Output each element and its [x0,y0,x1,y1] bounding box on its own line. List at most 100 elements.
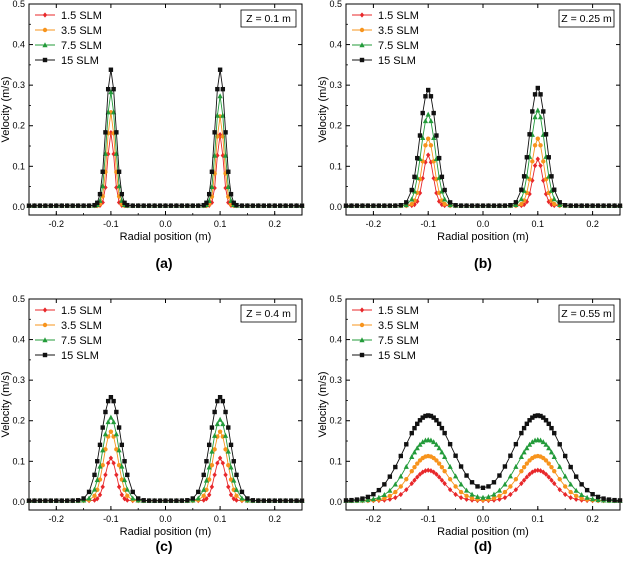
marker-15slm-4-3 [360,203,365,208]
marker-15slm-4-11 [404,200,409,205]
y-tick-label: 0.5 [329,294,342,304]
chart-panel-4: -0.2 -0.1 0.0 0.1 0.2 0.0 0.1 0.2 0.3 0.4 0.5 Radia… [317,294,623,554]
marker-1-38 [519,480,524,487]
marker-3-7 [381,491,387,497]
marker-3-42 [529,439,535,445]
marker-1-14 [97,492,103,498]
marker-15slm-4-14 [415,155,420,161]
marker-1-18 [108,455,114,461]
legend-label-2: 3.5 SLM [378,320,419,332]
legend-label-3: 7.5 SLM [378,335,419,347]
marker-15slm-4-32 [486,203,491,208]
marker-2-16 [103,447,108,452]
marker-3-37 [195,495,201,501]
marker-15slm-4-55 [579,482,584,487]
marker-15slm-4-20 [114,130,119,135]
marker-1-24 [125,497,130,503]
marker-15slm-4-55 [261,203,266,208]
marker-3-38 [518,196,524,202]
marker-3-13 [411,188,418,194]
marker-15slm-4-45 [538,92,543,97]
marker-1-37 [513,487,519,493]
marker-3-41 [209,448,215,454]
marker-1-46 [223,472,228,478]
marker-15slm-4-40 [524,421,530,426]
marker-1-52 [563,491,568,498]
marker-15slm-4-31 [163,203,168,208]
marker-15slm-4-13 [95,459,100,464]
y-tick-label: 0.2 [12,121,25,131]
marker-3-45 [220,421,226,427]
x-tick-label: 0.2 [586,219,599,229]
marker-15slm-4-46 [223,130,228,135]
marker-15slm-4-51 [239,489,245,495]
marker-legend-1 [359,307,365,313]
marker-15slm-4-45 [220,398,226,404]
marker-3-58 [595,497,601,503]
marker-15slm-4-4 [365,494,371,500]
marker-legend-1 [359,12,365,18]
marker-3-18 [108,89,114,95]
marker-2-21 [434,458,439,463]
marker-15slm-4-39 [204,200,209,205]
marker-15slm-4-33 [491,480,497,485]
marker-15slm-4-33 [174,498,179,503]
marker-15slm-4-6 [376,487,382,493]
marker-15slm-4-1 [349,497,354,503]
marker-3-41 [209,183,215,189]
marker-3-35 [502,481,508,487]
marker-3-46 [222,432,229,438]
marker-15slm-4-7 [382,482,387,487]
marker-1-48 [546,474,551,480]
marker-15slm-4-56 [584,487,590,493]
marker-3-25 [447,463,453,469]
marker-15slm-4-5 [54,498,59,503]
marker-1-15 [417,471,423,477]
marker-15slm-4-51 [557,442,562,447]
marker-3-18 [425,111,431,117]
marker-1-50 [234,497,239,503]
marker-legend-1 [42,307,48,313]
marker-15slm-4-9 [75,498,81,503]
marker-15slm-4-21 [434,418,439,423]
marker-3-8 [387,487,393,493]
marker-2-50 [552,201,557,207]
x-tick-label: 0.0 [159,219,172,229]
marker-15slm-4-4 [48,498,54,503]
marker-3-55 [579,491,585,497]
marker-15slm-4-44 [217,394,223,400]
marker-3-24 [124,486,130,492]
marker-15slm-4-3 [43,203,48,208]
marker-15slm-4-30 [157,203,163,208]
marker-2-47 [543,458,549,463]
marker-2-48 [546,461,551,466]
marker-3-31 [480,494,486,500]
marker-15slm-4-39 [521,174,527,179]
marker-15slm-4-38 [519,187,524,192]
marker-1-20 [431,469,436,475]
y-tick-label: 0.5 [12,294,25,304]
marker-2-13 [412,464,417,470]
marker-1-47 [226,484,231,490]
marker-1-11 [404,487,409,493]
marker-15slm-4-32 [168,203,174,208]
marker-15slm-4-18 [426,413,431,418]
annotation-box [240,9,297,28]
marker-2-13 [412,198,417,203]
marker-2-52 [563,484,568,489]
marker-15slm-4-44 [535,413,540,418]
marker-15slm-4-53 [250,498,256,503]
x-tick-label: 0.0 [477,514,490,524]
marker-15slm-4-16 [103,409,108,415]
marker-3-20 [113,431,119,437]
marker-15slm-4-60 [288,498,294,503]
marker-3-45 [537,437,544,443]
marker-15slm-4-22 [436,421,442,426]
legend-label-4: 15 SLM [61,350,99,362]
x-tick-label: 0.2 [268,514,281,524]
y-axis-label: Velocity (m/s) [317,76,329,142]
marker-15slm-4-52 [245,496,250,501]
marker-15slm-4-10 [81,203,86,208]
marker-3-15 [100,183,106,189]
marker-1-19 [428,468,434,474]
